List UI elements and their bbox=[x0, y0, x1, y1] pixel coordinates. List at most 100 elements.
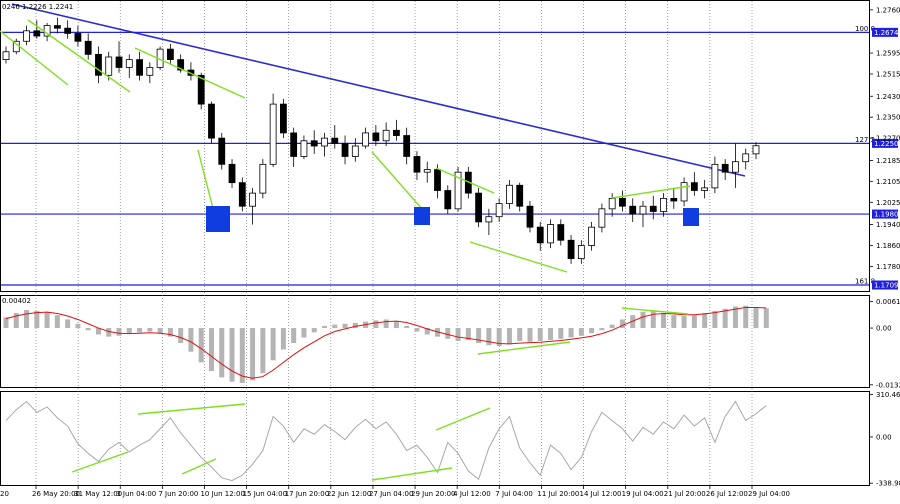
candle-body bbox=[649, 205, 657, 212]
support-marker bbox=[414, 207, 430, 225]
macd-bar bbox=[301, 328, 307, 338]
candle-body bbox=[516, 184, 524, 207]
candle-body bbox=[660, 197, 667, 212]
macd-bar bbox=[280, 328, 286, 350]
candle-body bbox=[752, 145, 760, 155]
candle-body bbox=[485, 216, 493, 223]
macd-bar bbox=[44, 311, 50, 329]
macd-bar bbox=[589, 328, 595, 334]
macd-bar bbox=[548, 328, 554, 341]
candle-body bbox=[290, 132, 298, 157]
x-tick-label: 26 May 20:00 bbox=[32, 490, 80, 498]
macd-bar bbox=[116, 328, 122, 336]
cci-tick-label: 310.4666 bbox=[876, 391, 900, 399]
y-tick-label: 1.2350 bbox=[876, 114, 900, 122]
macd-bar bbox=[712, 310, 718, 329]
macd-bar bbox=[424, 328, 430, 335]
x-tick-label: 29 Jun 20:00 bbox=[411, 490, 455, 498]
level-price-tag bbox=[872, 27, 898, 37]
macd-bar bbox=[722, 308, 728, 329]
candle-body bbox=[423, 169, 431, 173]
candle-body bbox=[639, 205, 647, 215]
macd-bar bbox=[404, 325, 410, 329]
y-tick-label: 1.2760 bbox=[876, 6, 900, 14]
candle-body bbox=[238, 182, 246, 207]
macd-bar bbox=[167, 328, 173, 337]
y-tick-label: 1.1860 bbox=[876, 242, 900, 250]
macd-bar bbox=[95, 328, 101, 335]
y-tick-label: 1.1780 bbox=[876, 263, 900, 271]
macd-bar bbox=[455, 328, 461, 341]
macd-bar bbox=[373, 320, 379, 329]
x-tick-label: 20 bbox=[0, 490, 9, 498]
y-tick-label: 1.2105 bbox=[876, 178, 900, 186]
candle-body bbox=[557, 224, 565, 241]
macd-tick-label: -0.01323 bbox=[876, 381, 900, 389]
macd-bar bbox=[599, 328, 605, 331]
candle-body bbox=[228, 163, 236, 184]
macd-bar bbox=[743, 305, 749, 329]
y-tick-label: 1.2270 bbox=[876, 135, 900, 143]
candle-body bbox=[619, 197, 626, 207]
x-tick-label: 15 Jun 04:00 bbox=[243, 490, 287, 498]
macd-bar bbox=[568, 328, 574, 338]
macd-bar bbox=[558, 328, 564, 339]
macd-bar bbox=[54, 315, 60, 329]
level-price-tag bbox=[872, 209, 898, 219]
cci-divergence-line bbox=[71, 451, 129, 473]
candle-body bbox=[608, 197, 616, 210]
macd-divergence-line bbox=[477, 341, 571, 355]
cci-pane bbox=[5, 400, 767, 482]
macd-bar bbox=[527, 328, 533, 342]
y-tick-label: 1.2515 bbox=[876, 71, 900, 79]
x-tick-label: 29 Jul 04:00 bbox=[748, 490, 790, 498]
macd-bar bbox=[229, 328, 235, 382]
macd-bar bbox=[239, 328, 245, 383]
candle-body bbox=[53, 25, 61, 29]
candle-body bbox=[732, 161, 739, 173]
candle-body bbox=[115, 56, 123, 68]
level-price-label: 1.1709 bbox=[874, 282, 899, 290]
macd-bar bbox=[250, 328, 256, 381]
macd-bar bbox=[661, 313, 667, 329]
candle-body bbox=[454, 171, 462, 210]
candle-body bbox=[506, 184, 513, 204]
candle-body bbox=[2, 51, 10, 60]
candle-body bbox=[536, 226, 544, 244]
candle-body bbox=[197, 74, 205, 105]
candle-body bbox=[567, 239, 575, 259]
macd-bar bbox=[691, 315, 697, 329]
y-tick-label: 1.1940 bbox=[876, 221, 900, 229]
support-marker bbox=[206, 206, 230, 232]
x-tick-label: 7 Jun 20:00 bbox=[158, 490, 198, 498]
divergence-line bbox=[611, 185, 691, 199]
cci-line bbox=[5, 400, 767, 482]
divergence-line bbox=[0, 30, 69, 86]
divergence-line bbox=[27, 19, 131, 93]
x-tick-label: 17 Jun 20:00 bbox=[285, 490, 329, 498]
cci-divergence-line bbox=[137, 403, 246, 415]
candle-body bbox=[351, 145, 359, 157]
x-tick-label: 7 Jul 04:00 bbox=[495, 490, 533, 498]
candle-body bbox=[434, 169, 441, 191]
candle-body bbox=[690, 182, 698, 191]
macd-bar bbox=[75, 323, 81, 329]
macd-bar bbox=[465, 328, 471, 341]
candle-body bbox=[146, 67, 154, 76]
macd-bar bbox=[126, 328, 132, 334]
macd-bar bbox=[753, 307, 759, 329]
macd-bar bbox=[311, 328, 317, 333]
candle-body bbox=[166, 48, 174, 61]
candle-body bbox=[269, 103, 277, 165]
macd-bar bbox=[65, 319, 71, 329]
candle-body bbox=[208, 103, 215, 139]
candle-body bbox=[547, 224, 554, 244]
symbol-header: 0246 1.2226 1.2241 bbox=[2, 3, 73, 11]
divergence-line bbox=[435, 167, 495, 194]
candle-body bbox=[300, 140, 308, 157]
macd-signal-line bbox=[5, 306, 767, 379]
macd-bar bbox=[681, 316, 687, 329]
macd-bar bbox=[414, 328, 420, 332]
macd-tick-label: 0.00 bbox=[876, 325, 892, 333]
